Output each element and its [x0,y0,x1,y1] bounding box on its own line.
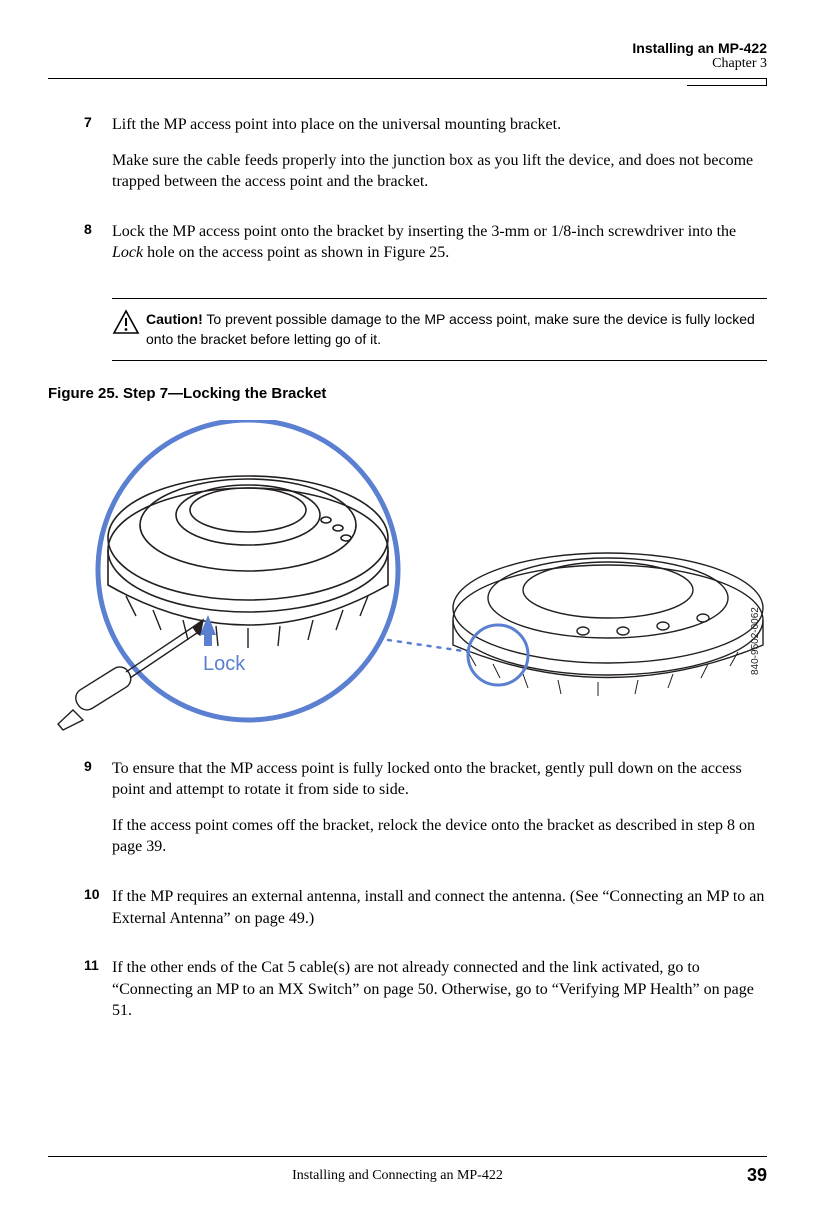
figure-number: Figure 25. [48,385,119,402]
step-number: 9 [84,758,112,872]
caution-label: Caution! [146,311,203,327]
figure-title: Step 7—Locking the Bracket [119,385,327,402]
figure-side-label: 840-9502-0062 [750,606,761,674]
step-paragraph: If the other ends of the Cat 5 cable(s) … [112,957,767,1022]
header-title: Installing an MP-422 [48,40,767,56]
step-body: Lock the MP access point onto the bracke… [112,221,767,278]
caution-text: Caution! To prevent possible damage to t… [146,309,767,350]
step-number: 8 [84,221,112,278]
footer-title: Installing and Connecting an MP-422 [48,1168,747,1184]
step-paragraph: To ensure that the MP access point is fu… [112,758,767,801]
step-8: 8 Lock the MP access point onto the brac… [84,221,767,278]
step-paragraph: If the access point comes off the bracke… [112,815,767,858]
page-header: Installing an MP-422 Chapter 3 [48,40,767,72]
page-number: 39 [747,1165,767,1186]
step-paragraph: Lock the MP access point onto the bracke… [112,221,767,264]
page-footer: Installing and Connecting an MP-422 39 [48,1156,767,1186]
step-11: 11 If the other ends of the Cat 5 cable(… [84,957,767,1036]
caution-body: To prevent possible damage to the MP acc… [146,311,755,347]
figure-caption: Figure 25. Step 7—Locking the Bracket [48,385,767,402]
step-paragraph: If the MP requires an external antenna, … [112,886,767,929]
caution-icon [112,309,146,342]
header-rule [48,78,767,86]
step-paragraph: Lift the MP access point into place on t… [112,114,767,136]
step-paragraph: Make sure the cable feeds properly into … [112,150,767,193]
step-body: Lift the MP access point into place on t… [112,114,767,207]
step-number: 7 [84,114,112,207]
step-body: If the MP requires an external antenna, … [112,886,767,943]
figure-25: Lock 840-9502-0062 [48,420,767,740]
step-7: 7 Lift the MP access point into place on… [84,114,767,207]
step-number: 11 [84,957,112,1036]
step-body: To ensure that the MP access point is fu… [112,758,767,872]
lock-label: Lock [203,653,246,675]
caution-block: Caution! To prevent possible damage to t… [112,298,767,361]
header-chapter: Chapter 3 [48,56,767,72]
step-10: 10 If the MP requires an external antenn… [84,886,767,943]
step-9: 9 To ensure that the MP access point is … [84,758,767,872]
step-number: 10 [84,886,112,943]
step-body: If the other ends of the Cat 5 cable(s) … [112,957,767,1036]
